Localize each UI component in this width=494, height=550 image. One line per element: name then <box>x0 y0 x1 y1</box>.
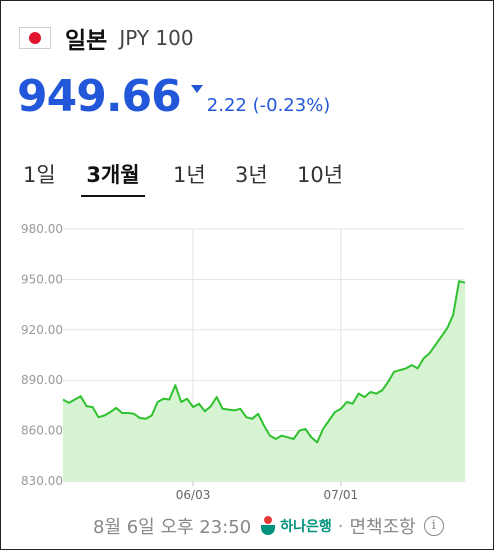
hana-bank-logo-icon <box>259 516 277 536</box>
chart-svg: 830.00 860.00 890.00 920.00 950.00 980.00 06/0… <box>21 222 466 502</box>
tab-10y[interactable]: 10년 <box>297 163 344 187</box>
separator: · <box>337 515 344 537</box>
footer: 8월 6일 오후 23:50 하나은행 · 면책조항 i <box>93 511 444 541</box>
y-tick-label: 920.00 <box>21 323 63 337</box>
y-tick-label: 980.00 <box>21 222 63 236</box>
x-tick-label: 07/01 <box>324 488 359 502</box>
y-tick-label: 860.00 <box>21 424 63 438</box>
tab-3m[interactable]: 3개월 <box>81 157 145 197</box>
bank-name: 하나은행 <box>280 519 332 535</box>
timestamp: 8월 6일 오후 23:50 <box>93 517 252 538</box>
tab-1d[interactable]: 1일 <box>23 163 56 187</box>
series-line <box>62 280 466 444</box>
current-price: 949.66 <box>17 71 182 122</box>
disclaimer-link[interactable]: 면책조항 <box>349 517 416 538</box>
tab-3y[interactable]: 3년 <box>235 163 268 187</box>
bank-source: 하나은행 <box>259 516 332 536</box>
x-tick-label: 06/03 <box>176 488 211 502</box>
y-tick-label: 830.00 <box>21 474 63 488</box>
y-tick-label: 950.00 <box>21 272 63 286</box>
info-icon[interactable]: i <box>423 516 444 536</box>
japan-flag-icon <box>19 27 51 49</box>
price-chart[interactable]: 830.00 860.00 890.00 920.00 950.00 980.00 06/0… <box>1 201 493 511</box>
y-tick-label: 890.00 <box>21 373 63 387</box>
tab-1y[interactable]: 1년 <box>173 163 206 187</box>
period-tabs: 1일 3개월 1년 3년 10년 <box>1 151 493 199</box>
currency-code: JPY 100 <box>119 26 194 50</box>
country-name: 일본 <box>65 28 108 54</box>
series-area <box>63 281 465 481</box>
down-arrow-icon <box>190 85 203 93</box>
header: 일본 JPY 100 <box>19 23 194 54</box>
price-change: 2.22 (-0.23%) <box>206 95 331 116</box>
price-row: 949.66 2.22 (-0.23%) <box>17 71 330 122</box>
